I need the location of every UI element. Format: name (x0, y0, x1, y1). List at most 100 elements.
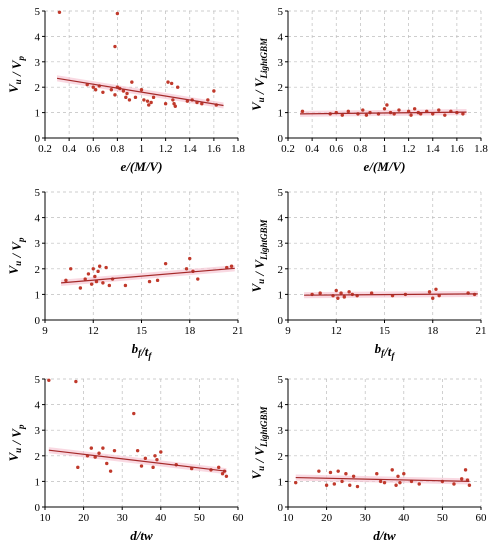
y-tick-label: 4 (35, 400, 41, 412)
data-point (347, 290, 351, 294)
data-point (206, 98, 210, 102)
x-tick-label: 30 (360, 512, 372, 524)
data-point (412, 107, 417, 111)
data-point (402, 472, 406, 476)
data-point (184, 267, 189, 271)
x-tick-label: 1.4 (426, 143, 440, 155)
x-tick-label: 0.4 (62, 143, 76, 155)
x-tick-label: 50 (194, 512, 206, 524)
data-point (159, 450, 163, 454)
data-point (127, 98, 132, 102)
data-point (139, 88, 144, 92)
data-point (109, 88, 114, 92)
data-point (121, 89, 126, 93)
y-axis-label: Vu / VLightGBM (249, 219, 269, 293)
y-tick-label: 0 (35, 133, 41, 145)
data-point (78, 286, 83, 290)
data-point (124, 95, 128, 100)
data-point (328, 470, 333, 475)
data-point (153, 454, 157, 458)
y-tick-label: 1 (278, 289, 284, 301)
data-point (364, 113, 369, 117)
data-point (224, 474, 229, 478)
chart-panel-1: 0.2 0.4 0.6 0.8 1 1.2 1.4 1.6 1.8 0 1 2 3 4 5 e/(M/V) Vu… (6, 6, 245, 174)
x-axis-label: e/(M/V) (121, 159, 163, 174)
data-point (385, 103, 389, 107)
data-point (217, 465, 221, 470)
y-tick-label: 0 (35, 315, 41, 327)
data-point (47, 378, 51, 382)
data-point (188, 256, 192, 261)
trend-line (61, 267, 235, 284)
data-point (130, 80, 134, 84)
data-point (336, 469, 340, 473)
x-tick-label: 0.8 (111, 143, 125, 155)
data-point (369, 291, 374, 295)
x-tick-label: 0.6 (329, 143, 343, 155)
data-point (434, 287, 438, 291)
data-point (151, 465, 155, 470)
data-point (361, 108, 365, 112)
data-point (115, 11, 120, 16)
y-tick-label: 1 (35, 108, 41, 120)
y-tick-label: 2 (278, 82, 284, 94)
x-tick-label: 21 (233, 325, 244, 337)
x-tick-label: 12 (331, 325, 342, 337)
x-tick-label: 1.6 (207, 143, 221, 155)
data-point (86, 272, 91, 276)
data-point (163, 261, 168, 266)
data-point (344, 472, 348, 476)
y-tick-label: 2 (35, 264, 41, 276)
data-point (107, 283, 112, 288)
data-point (200, 102, 204, 106)
data-point (351, 474, 356, 478)
data-point (69, 267, 73, 271)
y-tick-label: 0 (278, 315, 284, 327)
y-tick-label: 3 (35, 238, 41, 250)
x-tick-label: 0.2 (281, 143, 295, 155)
y-tick-label: 1 (278, 476, 284, 488)
data-point (394, 483, 398, 487)
x-axis-label: d/tw (373, 528, 396, 543)
data-point (139, 464, 144, 468)
data-point (173, 104, 177, 108)
data-point (101, 446, 105, 450)
x-tick-label: 50 (437, 512, 449, 524)
data-point (317, 469, 321, 473)
data-point (294, 480, 298, 485)
y-tick-label: 5 (278, 374, 284, 386)
x-tick-label: 1.2 (159, 143, 173, 155)
data-point (463, 468, 468, 472)
data-point (318, 291, 322, 295)
data-point (346, 109, 351, 114)
y-tick-label: 0 (278, 502, 284, 514)
data-point (378, 479, 383, 484)
data-point (175, 85, 180, 89)
data-point (342, 295, 346, 299)
y-tick-label: 3 (278, 425, 284, 437)
y-tick-label: 5 (35, 187, 41, 199)
data-point (355, 484, 360, 489)
data-point (340, 479, 344, 484)
data-point (460, 477, 464, 481)
x-tick-label: 21 (476, 325, 487, 337)
data-point (74, 379, 78, 384)
chart-panel-6: 10 20 30 40 50 60 0 1 2 3 4 5 d/tw Vu / VLightGBM (249, 374, 487, 543)
y-tick-label: 3 (35, 57, 41, 69)
y-tick-label: 1 (278, 108, 284, 120)
data-point (390, 468, 394, 472)
x-tick-label: 40 (155, 512, 167, 524)
x-tick-label: 1.4 (183, 143, 197, 155)
data-point (172, 102, 176, 106)
data-point (113, 93, 117, 97)
y-tick-label: 3 (278, 57, 284, 69)
y-tick-label: 5 (278, 6, 284, 18)
data-point (417, 482, 421, 486)
data-point (300, 109, 305, 114)
data-point (169, 81, 174, 86)
data-point (133, 95, 138, 100)
data-point (142, 98, 146, 102)
x-tick-label: 0.8 (354, 143, 368, 155)
data-point (196, 277, 200, 281)
